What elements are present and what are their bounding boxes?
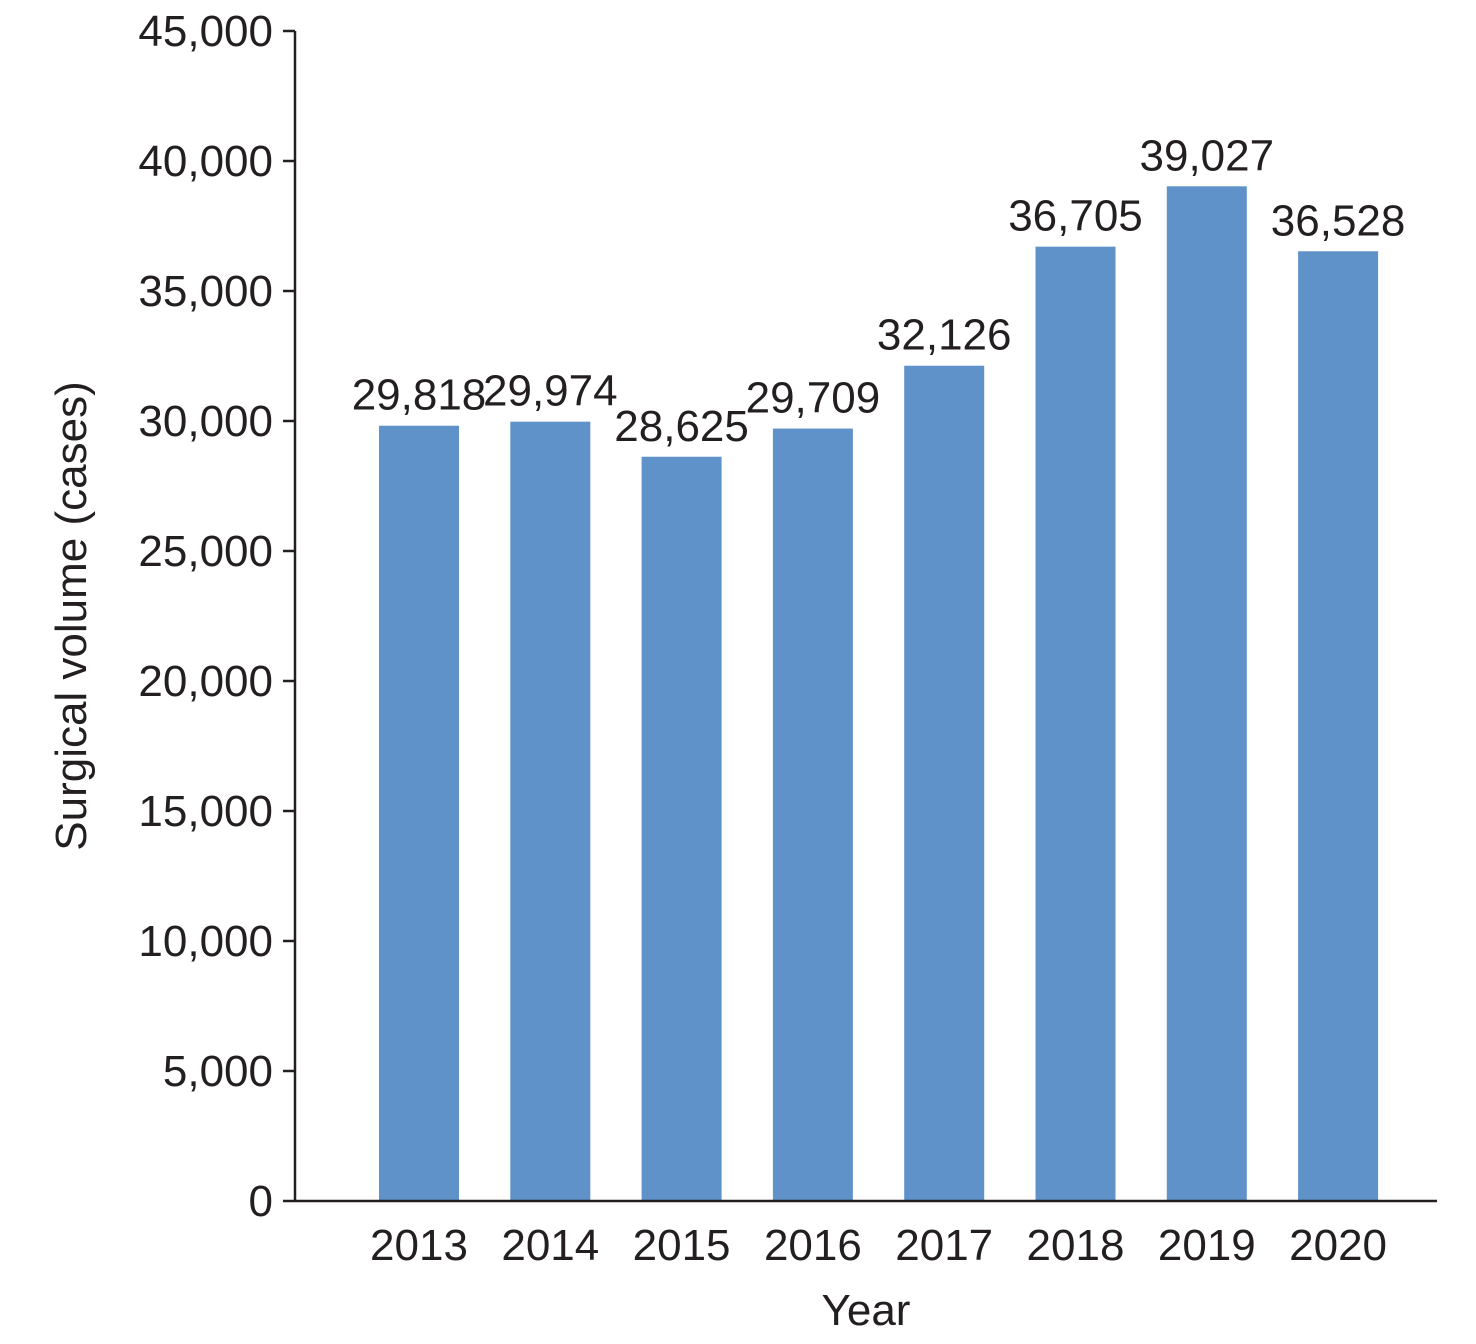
y-tick-label: 15,000 (138, 787, 273, 836)
bar-2019 (1166, 186, 1247, 1202)
y-tick-label: 0 (249, 1177, 273, 1226)
y-tick-label: 40,000 (138, 137, 273, 186)
y-tick-label: 35,000 (138, 267, 273, 316)
y-tick-label: 45,000 (138, 7, 273, 56)
data-label-2015: 28,625 (614, 402, 749, 451)
x-axis-title: Year (822, 1286, 911, 1335)
y-tick-label: 30,000 (138, 397, 273, 446)
data-label-2014: 29,974 (483, 367, 618, 416)
y-tick-label: 25,000 (138, 527, 273, 576)
bars-group (379, 186, 1379, 1202)
x-tick-label-2014: 2014 (501, 1221, 599, 1270)
data-label-2016: 29,709 (746, 374, 881, 423)
x-tick-label-2016: 2016 (764, 1221, 862, 1270)
data-label-2013: 29,818 (352, 371, 487, 420)
bar-2013 (379, 425, 459, 1201)
bar-2017 (904, 365, 985, 1201)
x-axis: 2013 2014 2015 2016 2017 2018 2019 2020 (295, 1199, 1437, 1270)
x-tick-label-2018: 2018 (1027, 1221, 1125, 1270)
x-tick-label-2013: 2013 (370, 1221, 468, 1270)
x-tick-label-2019: 2019 (1158, 1221, 1256, 1270)
y-tick-label: 20,000 (138, 657, 273, 706)
y-axis: 0 5,000 10,000 15,000 20,000 25,000 30,000 35,0… (138, 7, 297, 1226)
y-tick-label: 5,000 (163, 1047, 273, 1096)
bar-2018 (1035, 246, 1116, 1202)
bar-2014 (510, 421, 591, 1201)
bar-2016 (772, 428, 853, 1201)
bar-2020 (1298, 251, 1379, 1202)
y-axis-title: Surgical volume (cases) (47, 381, 96, 851)
data-label-2018: 36,705 (1008, 192, 1143, 241)
data-label-2020: 36,528 (1271, 196, 1406, 245)
data-label-2017: 32,126 (877, 311, 1012, 360)
data-label-2019: 39,027 (1140, 131, 1275, 180)
x-tick-label-2015: 2015 (633, 1221, 731, 1270)
bar-2015 (641, 456, 722, 1201)
y-tick-label: 10,000 (138, 917, 273, 966)
x-tick-label-2020: 2020 (1289, 1221, 1387, 1270)
x-tick-label-2017: 2017 (895, 1221, 993, 1270)
